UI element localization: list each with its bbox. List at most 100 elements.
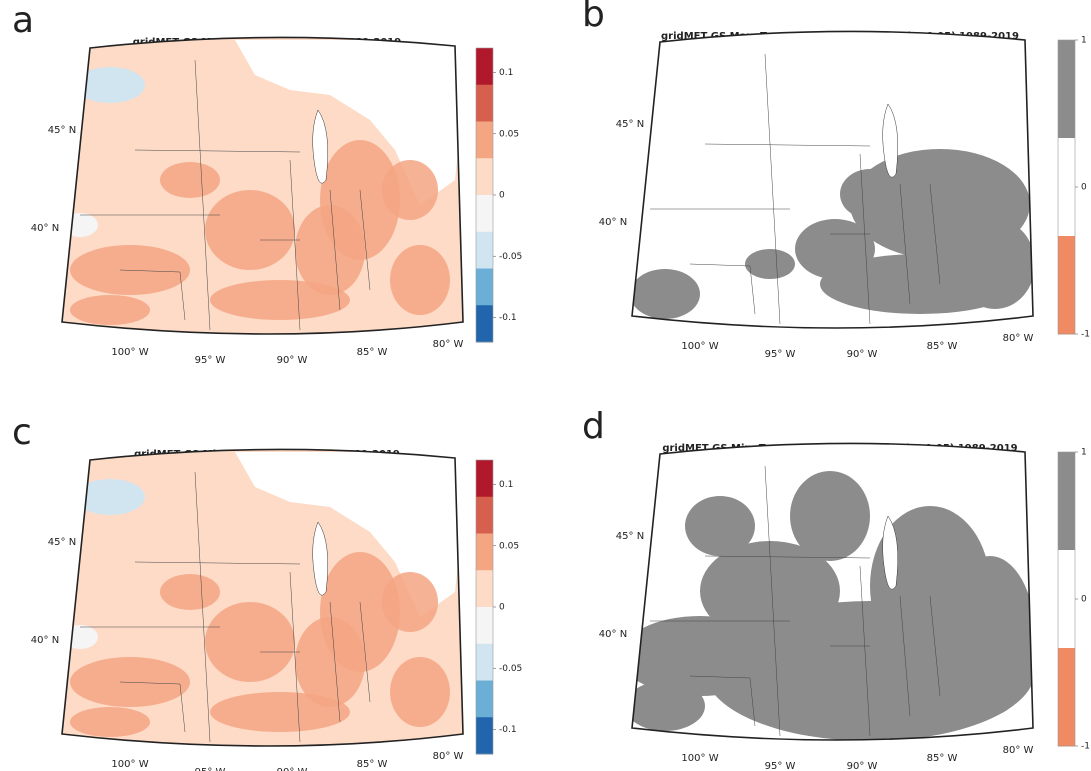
state-line [289, 571, 301, 743]
lon-label: 100° W [111, 759, 148, 770]
map [632, 443, 1033, 740]
lat-label: 45° N [48, 125, 76, 136]
state-line [359, 601, 371, 703]
colorbar-tick-label: 0.05 [499, 541, 519, 551]
lat-label: 45° N [616, 119, 644, 130]
map-patch [205, 190, 295, 270]
colorbar-segment [476, 305, 493, 343]
map-frame [61, 36, 464, 335]
map [62, 37, 463, 334]
state-line [859, 153, 871, 325]
lon-label: 95° W [195, 355, 226, 366]
state-line [899, 595, 911, 717]
map-patch [790, 471, 870, 561]
colorbar-tick-label: -0.1 [499, 725, 517, 735]
map-patch [62, 625, 98, 649]
state-line [859, 565, 871, 737]
lon-label: 95° W [765, 349, 796, 360]
colorbar-segment [476, 48, 493, 86]
state-line [289, 159, 301, 331]
map-patch [160, 574, 220, 610]
map-patch [390, 657, 450, 727]
colorbar-segment [476, 496, 493, 534]
state-line [329, 601, 341, 723]
colorbar-tick-label: 0 [1081, 183, 1087, 193]
map-patch [70, 295, 150, 325]
state-line [194, 59, 211, 331]
lat-label: 45° N [48, 537, 76, 548]
lon-label: 100° W [681, 753, 718, 764]
map-patch [62, 213, 98, 237]
map-patch [70, 245, 190, 295]
lon-label: 80° W [1003, 745, 1034, 756]
state-line [704, 555, 871, 559]
colorbar-tick-label: 0 [1081, 595, 1087, 605]
map-patch [632, 681, 705, 731]
colorbar-segment [1058, 40, 1075, 139]
lon-label: 85° W [927, 753, 958, 764]
colorbar-tick-label: -0.1 [499, 313, 517, 323]
map-patch [160, 162, 220, 198]
state-line [134, 561, 301, 565]
colorbar-segment [476, 268, 493, 306]
colorbar-tick-label: 0.1 [499, 480, 513, 490]
lon-label: 80° W [433, 751, 464, 762]
map-patch [70, 707, 150, 737]
state-line [929, 595, 941, 697]
lat-label: 40° N [31, 223, 59, 234]
map-patch [205, 602, 295, 682]
lon-label: 90° W [277, 355, 308, 366]
map-patch [295, 617, 365, 707]
panel-letter: a [12, 0, 34, 41]
state-line [764, 465, 781, 737]
map-patch [632, 616, 780, 696]
colorbar-segment [1058, 452, 1075, 551]
lon-label: 95° W [765, 761, 796, 771]
map-frame [631, 442, 1034, 741]
colorbar-segment [1058, 138, 1075, 237]
map-patch [745, 249, 795, 279]
colorbar-tick-label: 0 [499, 603, 505, 613]
lon-label: 85° W [357, 759, 388, 770]
lon-label: 85° W [927, 341, 958, 352]
lake [312, 521, 329, 596]
state-line [329, 189, 341, 311]
colorbar-tick-label: 1 [1081, 448, 1087, 458]
map-frame [61, 448, 464, 747]
panel: dgridMET GS Min. Temp Trends Significanc… [582, 406, 1090, 771]
lon-label: 90° W [847, 761, 878, 771]
colorbar-segment [476, 680, 493, 718]
lon-label: 100° W [681, 341, 718, 352]
map-patch [632, 269, 700, 319]
state-line [899, 183, 911, 305]
panel-letter: c [12, 412, 32, 453]
map-patch [382, 160, 438, 220]
lake [312, 109, 329, 184]
lake [882, 103, 899, 178]
lon-label: 90° W [277, 767, 308, 771]
colorbar-segment [476, 533, 493, 571]
lat-label: 40° N [31, 635, 59, 646]
colorbar-segment [476, 643, 493, 681]
state-line [704, 143, 871, 147]
colorbar-tick-label: -1 [1081, 330, 1090, 340]
state-line [689, 675, 756, 727]
map [62, 449, 463, 746]
map-patch [75, 479, 145, 515]
state-line [119, 681, 186, 733]
colorbar-segment [476, 460, 493, 498]
colorbar-tick-label: -0.05 [499, 664, 522, 674]
panel-letter: b [582, 0, 605, 35]
map-patch [390, 245, 450, 315]
map-patch [295, 205, 365, 295]
lon-label: 100° W [111, 347, 148, 358]
map-patch [840, 169, 900, 219]
panel: agridMET GS Max. Temp Trends (C/yr) 1989… [12, 0, 522, 366]
map-patch [700, 541, 840, 641]
colorbar-segment [476, 717, 493, 755]
colorbar-segment [476, 231, 493, 269]
state-line [119, 269, 186, 321]
lat-label: 40° N [599, 629, 627, 640]
state-line [194, 471, 211, 743]
colorbar-tick-label: -1 [1081, 742, 1090, 752]
